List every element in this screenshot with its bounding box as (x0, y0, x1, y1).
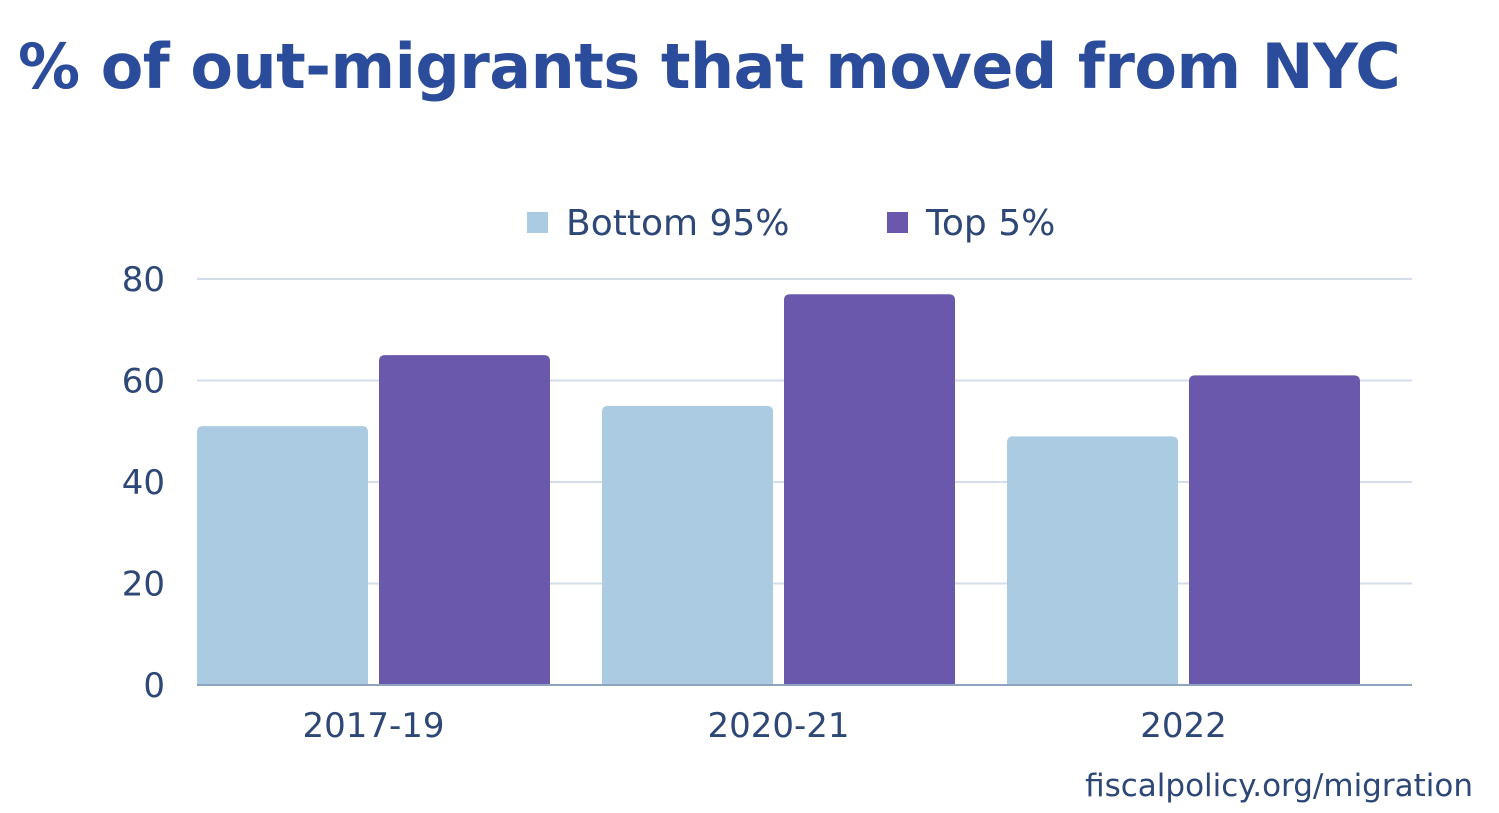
source-link: fiscalpolicy.org/migration (1085, 768, 1473, 804)
x-tick-label: 2020-21 (707, 706, 849, 746)
bar-top-5--2017-19 (379, 355, 550, 685)
y-tick-label: 60 (122, 362, 165, 402)
legend-label: Top 5% (925, 203, 1055, 244)
bar-bottom-95--2017-19 (197, 426, 368, 685)
bar-bottom-95--2022 (1007, 436, 1178, 685)
chart-title: % of out-migrants that moved from NYC (18, 30, 1401, 103)
legend-swatch (887, 212, 908, 233)
y-tick-label: 20 (122, 565, 165, 605)
bar-bottom-95--2020-21 (602, 405, 773, 685)
x-tick-label: 2017-19 (302, 706, 444, 746)
y-tick-label: 0 (143, 666, 165, 706)
legend-swatch (527, 212, 548, 233)
y-tick-label: 40 (122, 463, 165, 503)
bar-top-5--2020-21 (784, 294, 955, 685)
legend-label: Bottom 95% (566, 203, 790, 244)
bar-top-5--2022 (1189, 375, 1360, 685)
x-tick-label: 2022 (1140, 706, 1227, 746)
y-tick-label: 80 (122, 260, 165, 300)
